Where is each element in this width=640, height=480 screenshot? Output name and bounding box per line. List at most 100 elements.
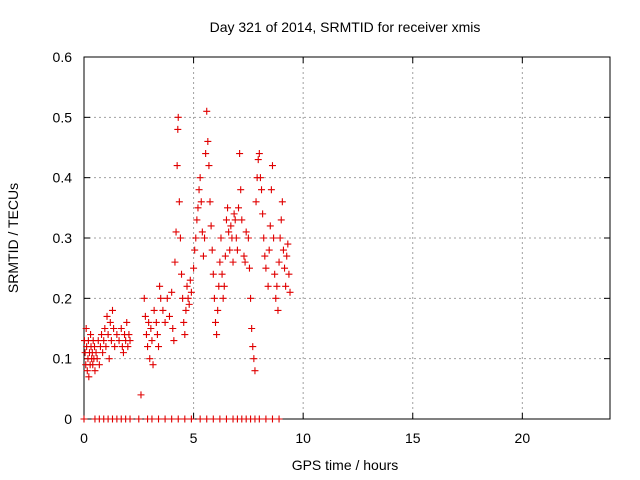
data-point <box>155 415 163 423</box>
data-point <box>245 264 253 272</box>
data-point <box>204 137 212 145</box>
data-point <box>125 331 133 339</box>
data-point <box>207 222 215 230</box>
plot-frame <box>83 56 611 420</box>
data-point <box>268 415 276 423</box>
data-point <box>146 355 154 363</box>
data-point <box>272 294 280 302</box>
grid-lines <box>84 57 610 419</box>
data-point <box>124 343 132 351</box>
data-point <box>271 270 279 278</box>
data-point <box>123 318 131 326</box>
data-point <box>196 415 204 423</box>
data-point <box>163 294 171 302</box>
x-axis-label: GPS time / hours <box>292 457 399 473</box>
data-point <box>210 294 218 302</box>
data-point <box>98 331 106 339</box>
data-point <box>194 204 202 212</box>
data-point <box>267 186 275 194</box>
data-points <box>80 107 294 423</box>
data-point <box>145 318 153 326</box>
data-point <box>241 258 249 266</box>
y-tick-label: 0 <box>64 411 72 427</box>
data-point <box>221 252 229 260</box>
data-point <box>260 234 268 242</box>
data-point <box>106 318 114 326</box>
data-point <box>268 162 276 170</box>
data-point <box>262 415 270 423</box>
data-point <box>256 174 264 182</box>
data-point <box>91 367 99 375</box>
data-point <box>192 234 200 242</box>
data-point <box>144 343 152 351</box>
data-point <box>198 228 206 236</box>
y-tick-label: 0.3 <box>53 230 73 246</box>
data-point <box>140 294 148 302</box>
data-point <box>249 343 257 351</box>
data-point <box>233 246 241 254</box>
data-point <box>110 325 118 332</box>
data-point <box>85 373 93 381</box>
data-point <box>186 276 194 284</box>
data-point <box>236 150 244 158</box>
data-point <box>152 318 160 326</box>
data-point <box>183 282 191 290</box>
data-point <box>273 282 281 290</box>
data-point <box>277 216 285 224</box>
data-point <box>216 258 224 266</box>
data-point <box>190 264 198 272</box>
data-point <box>80 415 88 423</box>
data-point <box>226 246 234 254</box>
data-point <box>212 318 219 326</box>
data-point <box>142 331 150 339</box>
data-point <box>202 150 210 158</box>
data-point <box>219 294 227 302</box>
data-point <box>209 415 217 423</box>
x-tick-label: 15 <box>405 430 421 446</box>
data-point <box>89 361 97 369</box>
data-point <box>254 156 262 164</box>
data-point <box>222 415 230 423</box>
data-point <box>275 258 283 266</box>
data-point <box>187 288 195 296</box>
data-point <box>137 391 145 399</box>
data-point <box>205 162 213 170</box>
data-point <box>99 349 107 357</box>
data-point <box>252 198 260 206</box>
data-point <box>113 331 121 339</box>
data-point <box>181 331 189 339</box>
data-point <box>185 300 193 308</box>
x-tick-label: 10 <box>295 430 311 446</box>
data-point <box>284 240 292 248</box>
data-point <box>182 306 190 314</box>
data-point <box>213 331 221 339</box>
data-point <box>237 186 245 194</box>
data-point <box>181 415 189 423</box>
y-tick-label: 0.2 <box>53 290 73 306</box>
data-point <box>141 312 149 320</box>
data-point <box>193 216 201 224</box>
data-point <box>147 325 155 332</box>
data-point <box>220 282 228 290</box>
data-point <box>255 150 263 158</box>
data-point <box>172 228 180 236</box>
data-point <box>203 107 211 115</box>
data-point <box>148 415 156 423</box>
data-point <box>168 288 176 296</box>
data-point <box>230 210 238 218</box>
data-point <box>156 282 164 290</box>
data-point <box>275 415 283 423</box>
data-point <box>93 355 101 363</box>
data-point <box>242 228 250 236</box>
data-point <box>199 252 207 260</box>
data-point <box>105 355 113 363</box>
data-point <box>274 306 282 314</box>
data-point <box>197 198 205 206</box>
data-point <box>262 264 270 272</box>
data-point <box>231 216 239 224</box>
data-point <box>95 361 103 369</box>
data-point <box>92 349 100 357</box>
data-point <box>247 294 255 302</box>
data-point <box>224 204 232 212</box>
